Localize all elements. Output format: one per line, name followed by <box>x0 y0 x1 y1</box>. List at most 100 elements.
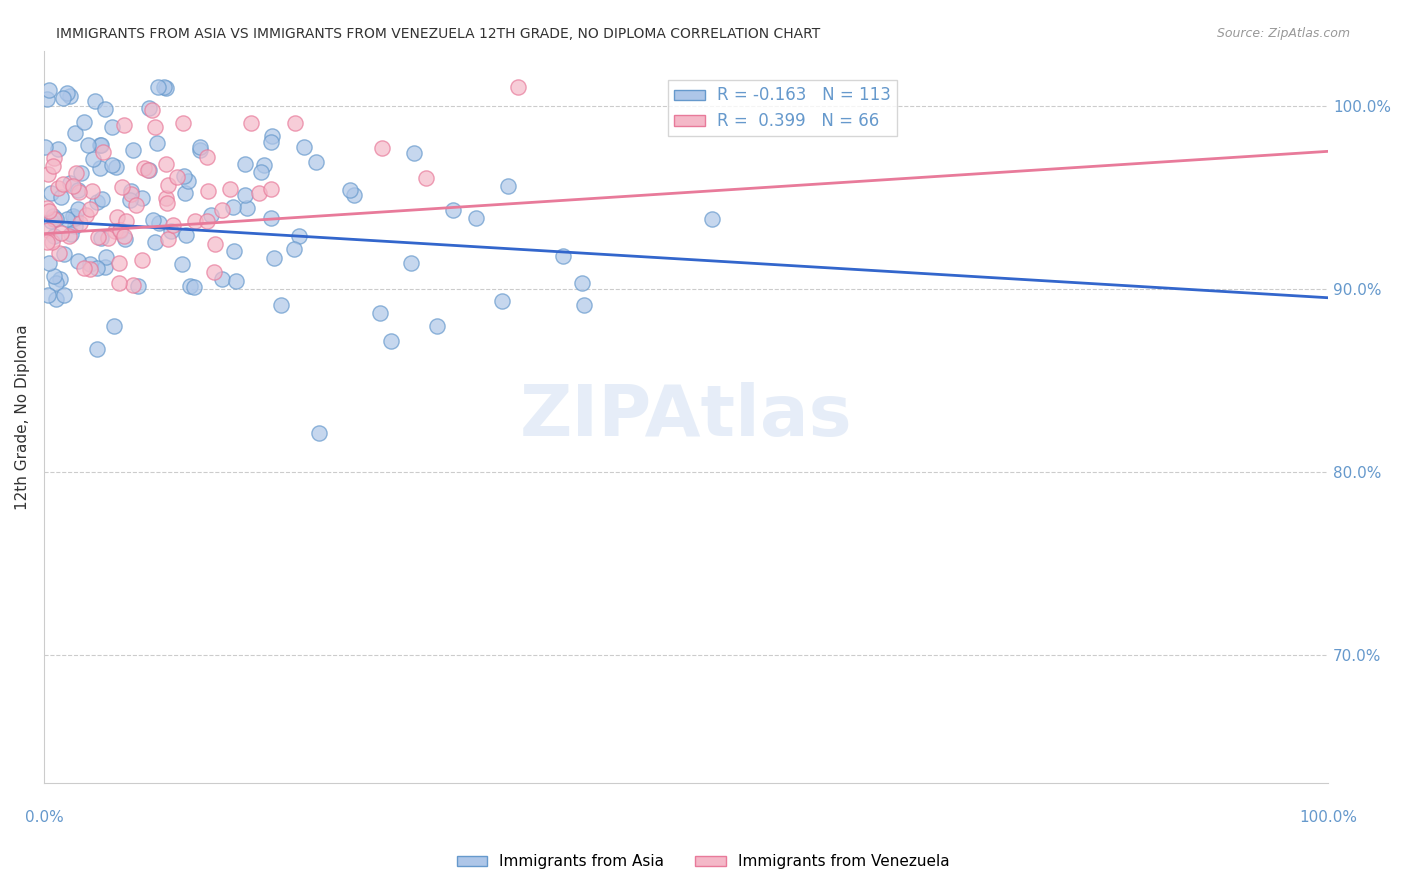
Point <box>249 186 271 200</box>
Point <box>253 158 276 172</box>
Point <box>48 245 70 260</box>
Point <box>172 256 194 270</box>
Legend: Immigrants from Asia, Immigrants from Venezuela: Immigrants from Asia, Immigrants from Ve… <box>450 848 956 875</box>
Point <box>45 211 67 226</box>
Point <box>122 144 145 158</box>
Point <box>308 426 330 441</box>
Point <box>79 262 101 277</box>
Point <box>39 186 62 200</box>
Point <box>105 161 128 175</box>
Point <box>571 276 593 290</box>
Point <box>240 115 263 129</box>
Point <box>38 83 60 97</box>
Point <box>86 261 108 276</box>
Point <box>211 203 233 218</box>
Point <box>222 201 245 215</box>
Point <box>107 277 129 291</box>
Point <box>260 128 283 143</box>
Text: Source: ZipAtlas.com: Source: ZipAtlas.com <box>1216 27 1350 40</box>
Point <box>101 120 124 134</box>
Point <box>287 228 309 243</box>
Point <box>42 209 65 223</box>
Point <box>200 208 222 222</box>
Point <box>157 232 180 246</box>
Point <box>104 224 127 238</box>
Point <box>284 115 307 129</box>
Point <box>112 118 135 132</box>
Point <box>225 274 247 288</box>
Point <box>82 153 104 167</box>
Point <box>52 288 75 302</box>
Point <box>56 86 79 100</box>
Point <box>111 180 134 194</box>
Y-axis label: 12th Grade, No Diploma: 12th Grade, No Diploma <box>15 324 30 509</box>
Point <box>343 188 366 202</box>
Point <box>63 219 86 233</box>
Point <box>45 276 67 290</box>
Point <box>52 247 75 261</box>
Point <box>46 181 69 195</box>
Point <box>236 201 259 215</box>
Text: 100.0%: 100.0% <box>1299 810 1357 825</box>
Point <box>87 229 110 244</box>
Point <box>42 269 65 284</box>
Point <box>506 80 529 95</box>
Point <box>62 179 84 194</box>
Point <box>380 334 402 348</box>
Point <box>465 211 488 225</box>
Point <box>41 235 63 250</box>
Point <box>73 115 96 129</box>
Point <box>39 214 62 228</box>
Point <box>415 170 437 185</box>
Point <box>173 186 195 200</box>
Point <box>66 202 89 217</box>
Point <box>368 306 391 320</box>
Point <box>142 213 165 227</box>
Point <box>58 228 80 243</box>
Point <box>188 140 211 154</box>
Point <box>114 214 136 228</box>
Point <box>56 212 79 227</box>
Point <box>107 210 129 224</box>
Point <box>235 188 257 202</box>
Point <box>86 342 108 356</box>
Point <box>59 88 82 103</box>
Point <box>69 166 91 180</box>
Point <box>270 298 292 312</box>
Point <box>195 213 218 227</box>
Point <box>91 192 114 206</box>
Point <box>402 145 425 160</box>
Point <box>141 103 163 118</box>
Point <box>114 232 136 246</box>
Point <box>157 178 180 192</box>
Point <box>35 235 58 250</box>
Point <box>202 265 225 279</box>
Point <box>250 165 273 179</box>
Point <box>90 230 112 244</box>
Point <box>188 143 211 157</box>
Point <box>155 157 177 171</box>
Point <box>155 80 177 95</box>
Point <box>35 92 58 106</box>
Point <box>89 161 111 175</box>
Point <box>131 253 153 268</box>
Point <box>146 80 169 95</box>
Point <box>63 211 86 226</box>
Point <box>204 237 226 252</box>
Point <box>143 235 166 250</box>
Point <box>38 256 60 270</box>
Point <box>120 186 142 201</box>
Point <box>233 157 256 171</box>
Point <box>179 278 201 293</box>
Point <box>73 260 96 275</box>
Point <box>184 214 207 228</box>
Point <box>51 226 73 240</box>
Point <box>132 161 155 175</box>
Point <box>79 202 101 216</box>
Point <box>66 254 89 268</box>
Point <box>79 257 101 271</box>
Point <box>37 167 59 181</box>
Point <box>59 176 82 190</box>
Point <box>77 138 100 153</box>
Point <box>155 191 177 205</box>
